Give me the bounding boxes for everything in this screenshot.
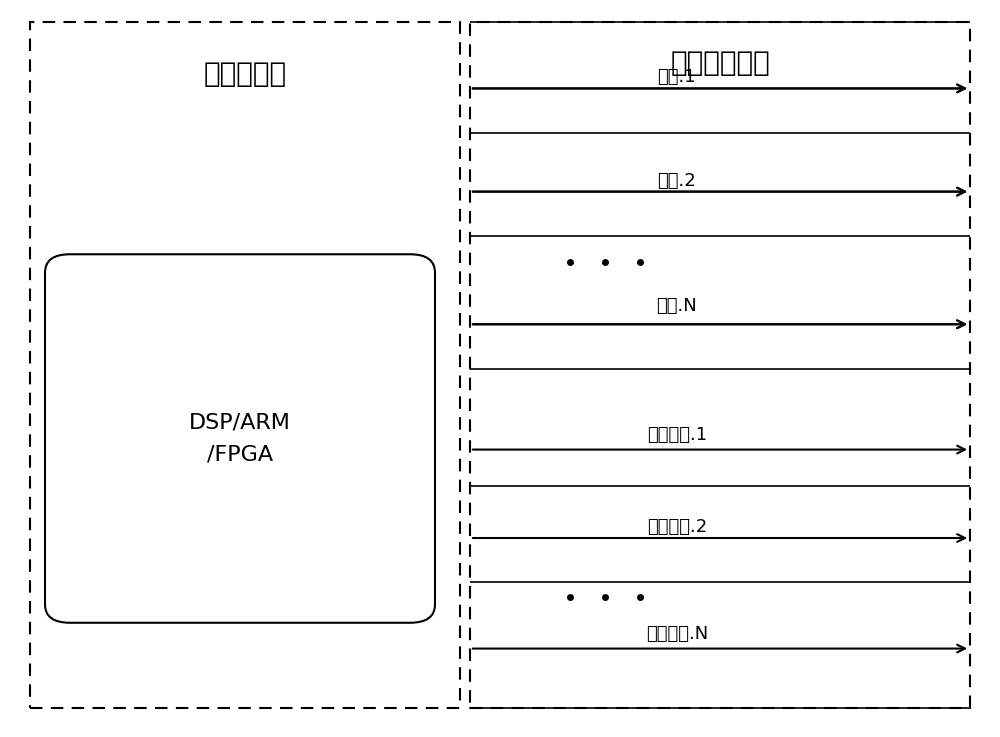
Text: 驱动脉冲.N: 驱动脉冲.N (646, 625, 708, 643)
Text: 数据.1: 数据.1 (657, 69, 696, 86)
Text: 数据.2: 数据.2 (657, 172, 696, 189)
FancyBboxPatch shape (45, 254, 435, 623)
FancyBboxPatch shape (30, 22, 460, 708)
Text: 数据.N: 数据.N (656, 297, 697, 315)
Text: 全局控制器: 全局控制器 (203, 60, 287, 88)
Text: 驱动脉冲.1: 驱动脉冲.1 (647, 426, 707, 444)
FancyBboxPatch shape (470, 22, 970, 708)
Text: DSP/ARM
/FPGA: DSP/ARM /FPGA (189, 412, 291, 465)
Text: 全局光纤接口: 全局光纤接口 (670, 49, 770, 77)
Text: 驱动脉冲.2: 驱动脉冲.2 (647, 518, 707, 536)
